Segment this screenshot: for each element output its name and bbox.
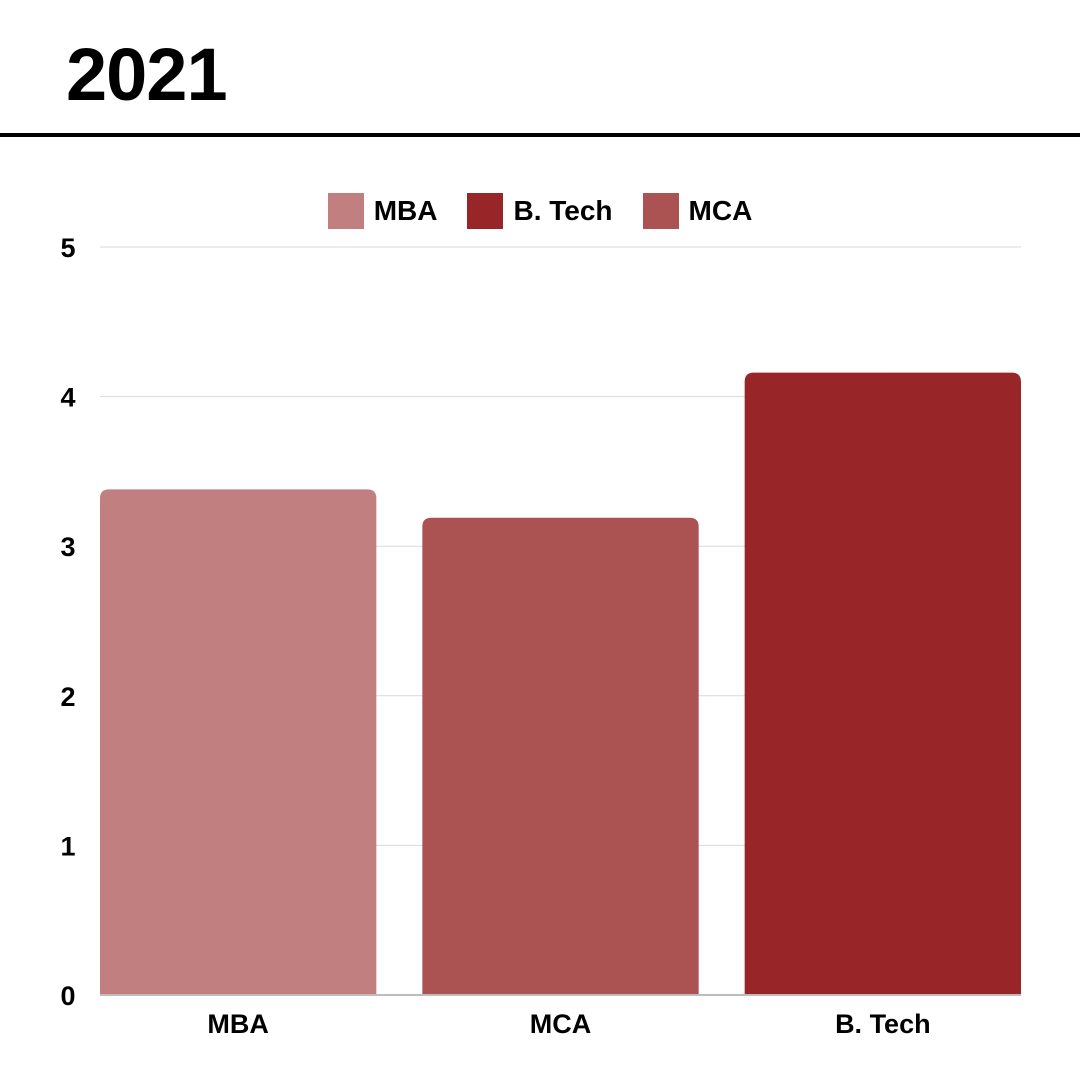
y-tick-label-0: 0: [60, 981, 75, 1011]
bar-btech: [744, 372, 1021, 995]
chart-title: 2021: [66, 33, 228, 116]
y-tick-label-4: 4: [60, 383, 75, 413]
legend-swatch-btech: [467, 193, 504, 229]
legend-item-mba: MBA: [327, 193, 438, 229]
y-tick-label-1: 1: [60, 831, 75, 861]
legend-label-btech: B. Tech: [513, 195, 613, 226]
legend-swatch-mba: [327, 193, 364, 229]
legend: MBA B. Tech MCA: [0, 192, 1080, 230]
legend-swatch-mca: [642, 193, 679, 229]
y-tick-label-5: 5: [60, 233, 75, 263]
legend-label-mca: MCA: [688, 195, 753, 226]
bar-mca: [422, 517, 699, 995]
x-tick-label-mca: MCA: [530, 1009, 592, 1039]
legend-item-btech: B. Tech: [467, 193, 613, 229]
y-tick-label-3: 3: [60, 532, 75, 562]
title-divider: [0, 133, 1080, 137]
legend-label-mba: MBA: [373, 195, 438, 226]
x-tick-label-btech: B. Tech: [835, 1009, 931, 1039]
bar-mba: [100, 489, 377, 995]
x-tick-label-mba: MBA: [207, 1009, 269, 1039]
legend-item-mca: MCA: [642, 193, 753, 229]
y-tick-label-2: 2: [60, 682, 75, 712]
